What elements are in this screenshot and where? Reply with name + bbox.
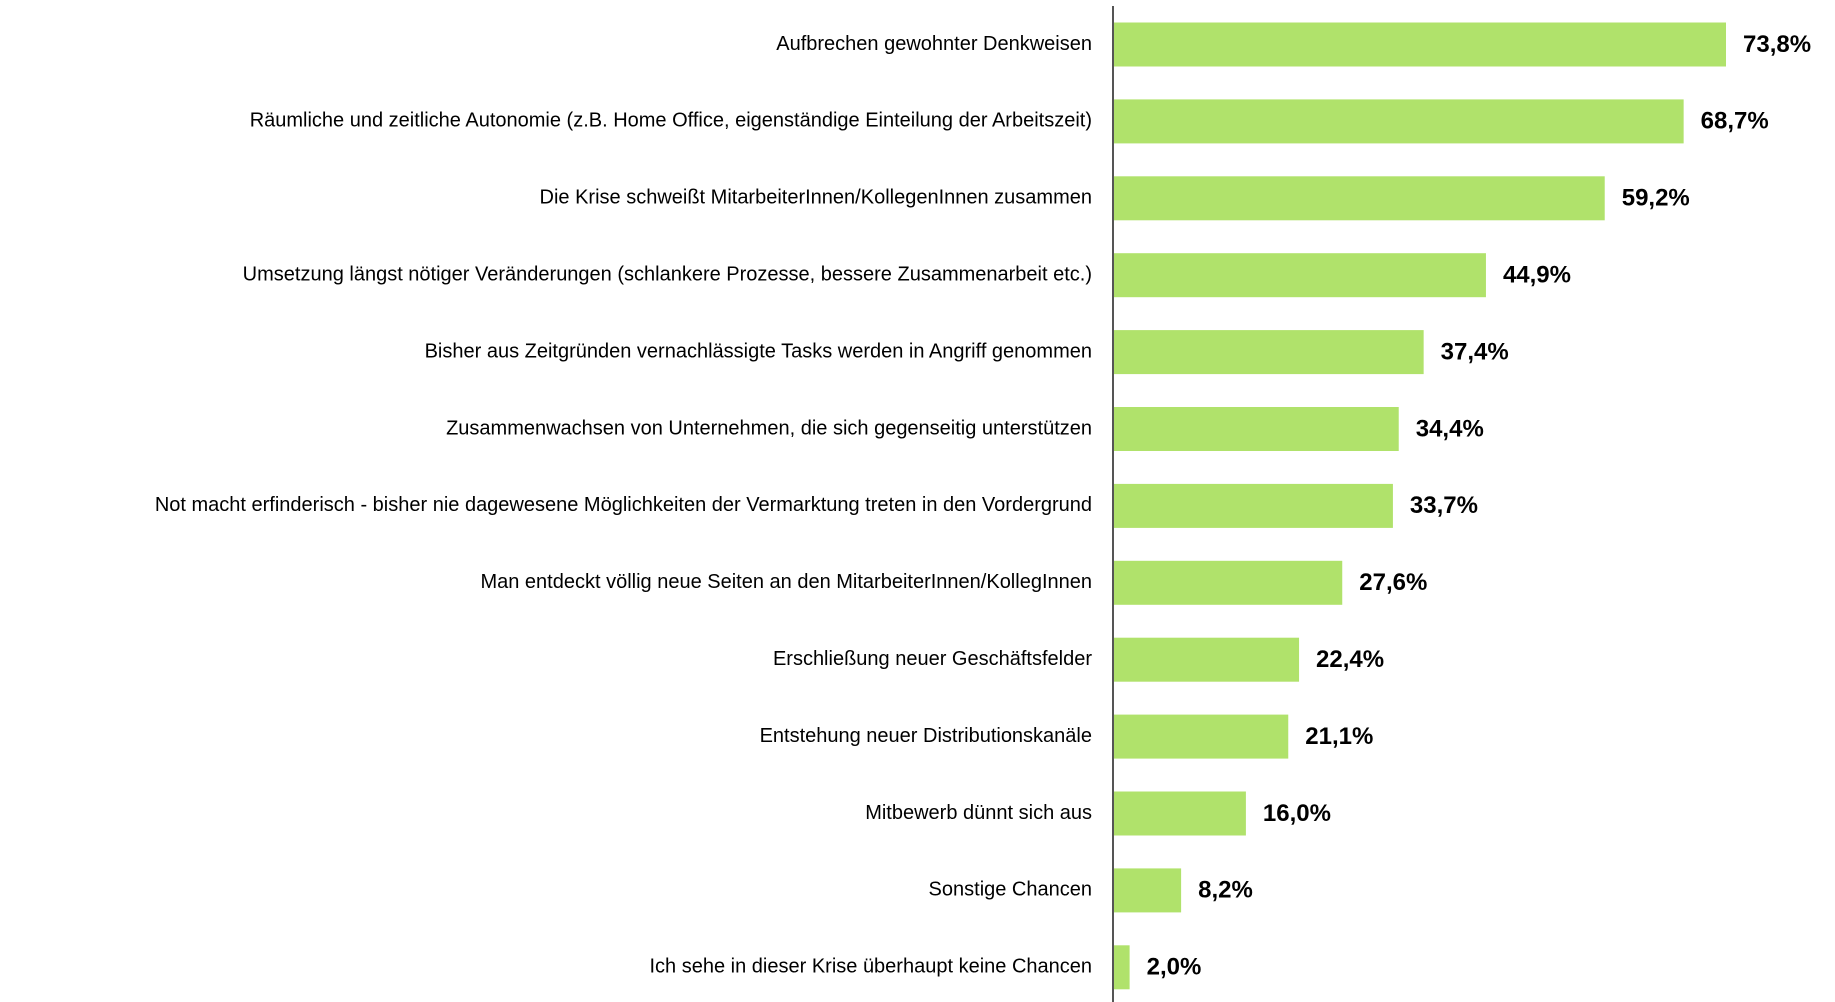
bar	[1113, 868, 1182, 913]
value-label: 2,0%	[1147, 954, 1202, 981]
value-label: 59,2%	[1622, 185, 1690, 212]
bar	[1113, 176, 1605, 221]
value-label: 68,7%	[1701, 108, 1769, 135]
category-label: Entstehung neuer Distributionskanäle	[760, 725, 1092, 747]
bar	[1113, 791, 1246, 836]
value-label: 8,2%	[1198, 877, 1253, 904]
value-label: 27,6%	[1359, 569, 1427, 596]
bar	[1113, 560, 1343, 605]
bar	[1113, 945, 1130, 990]
category-label: Man entdeckt völlig neue Seiten an den M…	[480, 571, 1092, 593]
category-label: Sonstige Chancen	[929, 879, 1092, 901]
category-label: Die Krise schweißt MitarbeiterInnen/Koll…	[540, 187, 1093, 209]
value-label: 37,4%	[1441, 338, 1509, 365]
category-label: Räumliche und zeitliche Autonomie (z.B. …	[250, 110, 1092, 132]
value-label: 73,8%	[1743, 31, 1811, 58]
category-label: Ich sehe in dieser Krise überhaupt keine…	[650, 956, 1093, 978]
category-label: Not macht erfinderisch - bisher nie dage…	[155, 494, 1092, 516]
category-label: Erschließung neuer Geschäftsfelder	[773, 648, 1092, 670]
category-label: Umsetzung längst nötiger Veränderungen (…	[243, 263, 1092, 285]
value-label: 21,1%	[1305, 723, 1373, 750]
value-label: 33,7%	[1410, 492, 1478, 519]
category-label: Aufbrechen gewohnter Denkweisen	[776, 33, 1092, 55]
value-label: 16,0%	[1263, 800, 1331, 827]
category-label: Mitbewerb dünnt sich aus	[865, 802, 1092, 824]
value-label: 34,4%	[1416, 415, 1484, 442]
value-label: 44,9%	[1503, 262, 1571, 289]
bar	[1113, 99, 1684, 144]
bar	[1113, 714, 1289, 759]
bar	[1113, 22, 1726, 67]
value-label: 22,4%	[1316, 646, 1384, 673]
bar	[1113, 637, 1300, 682]
category-label: Zusammenwachsen von Unternehmen, die sic…	[446, 417, 1092, 439]
bar	[1113, 483, 1393, 528]
bar	[1113, 407, 1399, 451]
category-label: Bisher aus Zeitgründen vernachlässigte T…	[425, 340, 1092, 362]
bar	[1113, 253, 1486, 298]
bar	[1113, 330, 1424, 375]
